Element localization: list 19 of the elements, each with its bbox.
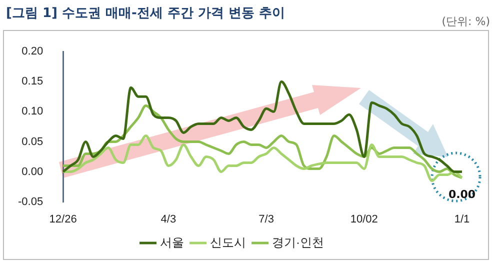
y-tick-label: 0.10 bbox=[22, 106, 44, 118]
annotation: 0.00 bbox=[448, 188, 476, 202]
legend-label: 서울 bbox=[160, 235, 184, 250]
chart-title: [그림 1] 수도권 매매-전세 주간 가격 변동 추이 bbox=[6, 5, 286, 22]
y-tick-label: -0.05 bbox=[18, 196, 44, 208]
y-tick-label: 0.00 bbox=[22, 166, 44, 178]
legend-label: 경기·인천 bbox=[272, 235, 324, 250]
text: (단위: %) bbox=[442, 14, 490, 29]
y-tick-label: 0.15 bbox=[22, 76, 44, 88]
x-tick-label: 1/1 bbox=[454, 213, 470, 226]
x-tick-label: 12/26 bbox=[49, 213, 77, 226]
x-tick-label: 10/02 bbox=[350, 213, 378, 226]
line-series bbox=[62, 134, 464, 182]
x-tick-label: 4/3 bbox=[160, 213, 176, 226]
line-series bbox=[62, 80, 464, 174]
legend-label: 신도시 bbox=[210, 235, 246, 250]
y-tick-label: 0.20 bbox=[22, 46, 44, 58]
x-tick-label: 7/3 bbox=[258, 213, 274, 226]
y-tick-label: 0.05 bbox=[22, 136, 44, 148]
